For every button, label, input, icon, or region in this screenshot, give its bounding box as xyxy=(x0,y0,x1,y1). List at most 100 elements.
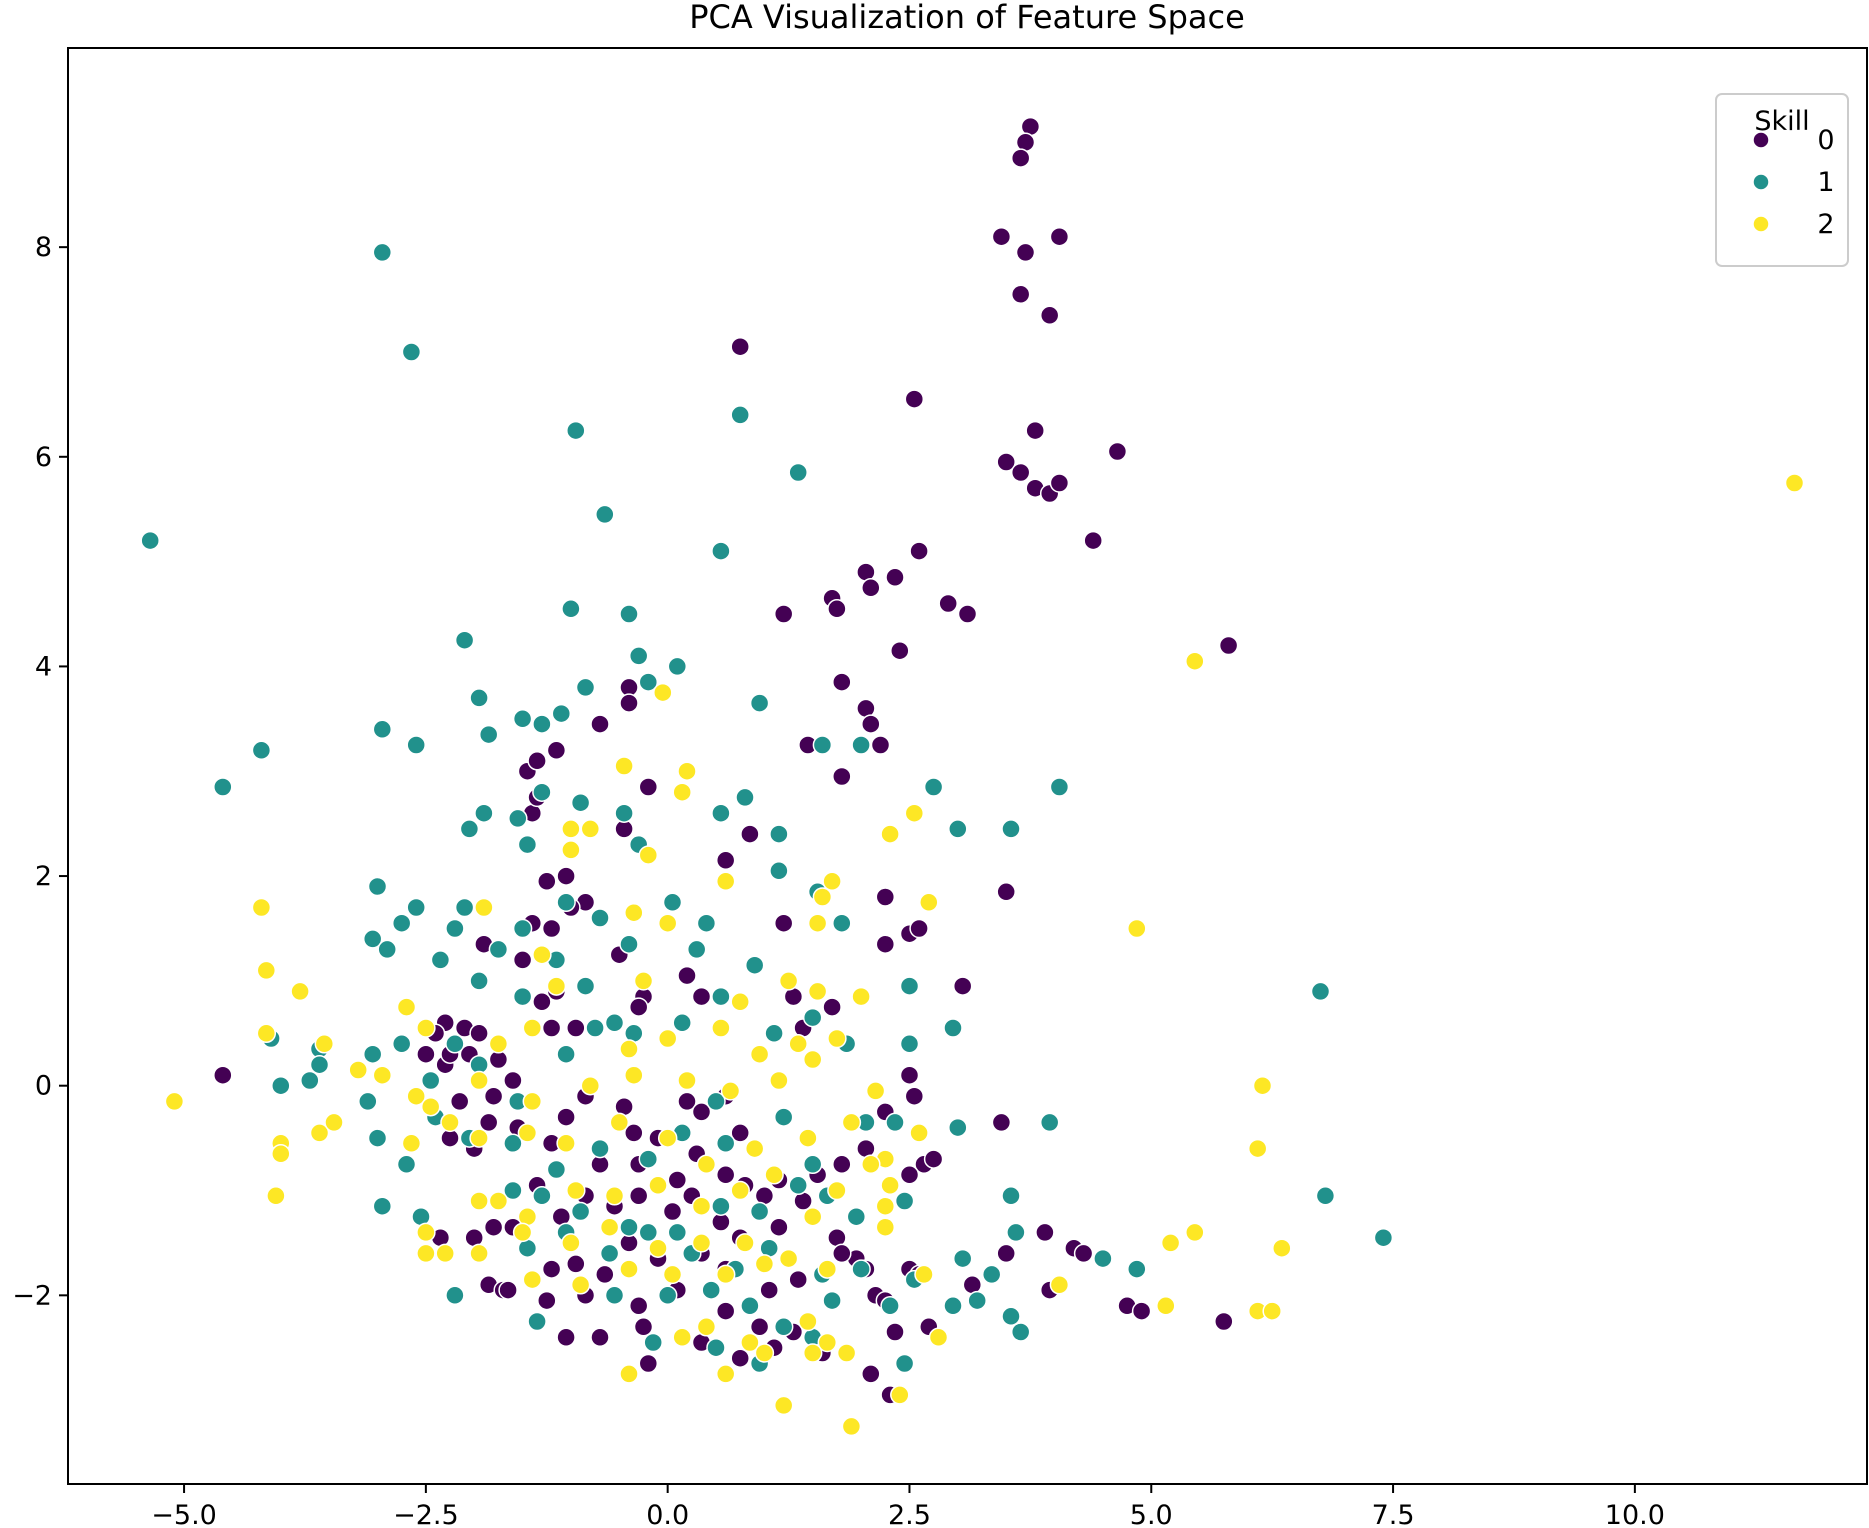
scatter-point-skill-2 xyxy=(309,1123,330,1143)
scatter-point-skill-2 xyxy=(914,1264,934,1285)
scatter-point-skill-1 xyxy=(619,1217,639,1237)
chart-title: PCA Visualization of Feature Space xyxy=(689,0,1245,36)
scatter-point-skill-1 xyxy=(1310,981,1331,1002)
scatter-point-skill-0 xyxy=(546,740,567,761)
x-tick-label: 5.0 xyxy=(1130,1500,1173,1528)
scatter-point-skill-1 xyxy=(512,986,533,1007)
scatter-point-skill-1 xyxy=(769,824,789,844)
scatter-point-skill-1 xyxy=(372,719,393,740)
scatter-point-skill-1 xyxy=(420,1070,441,1091)
scatter-point-skill-0 xyxy=(590,714,610,734)
x-tick-label: −2.5 xyxy=(393,1500,459,1528)
scatter-point-skill-0 xyxy=(996,882,1016,902)
scatter-point-skill-2 xyxy=(696,1317,717,1337)
scatter-point-skill-0 xyxy=(759,1280,779,1300)
scatter-point-skill-1 xyxy=(885,1112,905,1133)
legend-marker-skill-1 xyxy=(1752,173,1770,191)
scatter-point-skill-1 xyxy=(454,897,475,918)
scatter-point-skill-1 xyxy=(532,1186,552,1206)
scatter-point-skill-1 xyxy=(469,971,489,991)
scatter-point-skill-1 xyxy=(362,1044,383,1064)
scatter-point-skill-2 xyxy=(715,871,736,892)
scatter-point-skill-2 xyxy=(488,1034,509,1054)
scatter-point-skill-0 xyxy=(832,672,852,692)
scatter-point-skill-2 xyxy=(919,892,939,913)
scatter-point-skill-2 xyxy=(619,1259,639,1279)
scatter-point-skill-1 xyxy=(672,1013,692,1033)
scatter-point-skill-1 xyxy=(512,709,533,729)
scatter-point-skill-2 xyxy=(522,1269,543,1290)
scatter-point-skill-0 xyxy=(628,1186,649,1206)
scatter-point-skill-1 xyxy=(696,913,717,933)
scatter-point-skill-2 xyxy=(807,981,828,1002)
scatter-point-skill-2 xyxy=(836,1343,857,1363)
scatter-point-skill-0 xyxy=(885,567,905,588)
scatter-point-skill-1 xyxy=(851,1259,871,1279)
scatter-point-skill-2 xyxy=(1262,1301,1282,1321)
scatter-point-skill-1 xyxy=(575,976,596,996)
scatter-point-skill-2 xyxy=(744,1138,765,1159)
scatter-point-skill-1 xyxy=(788,1175,808,1196)
scatter-point-skill-0 xyxy=(1010,462,1031,483)
scatter-point-skill-0 xyxy=(1218,635,1239,656)
scatter-point-skill-2 xyxy=(416,1243,436,1264)
scatter-point-skill-0 xyxy=(832,1154,852,1175)
scatter-point-skill-1 xyxy=(744,955,765,975)
scatter-point-skill-0 xyxy=(899,1165,920,1185)
scatter-point-skill-1 xyxy=(773,1107,794,1127)
scatter-point-skill-1 xyxy=(943,1018,963,1038)
scatter-point-skill-1 xyxy=(391,913,412,933)
scatter-point-skill-1 xyxy=(638,1222,659,1243)
scatter-point-skill-1 xyxy=(575,677,596,698)
scatter-point-skill-1 xyxy=(488,939,509,960)
scatter-point-skill-1 xyxy=(478,724,499,745)
scatter-point-skill-1 xyxy=(1039,1112,1060,1133)
scatter-point-skill-1 xyxy=(1315,1186,1336,1206)
scatter-point-skill-2 xyxy=(662,1264,683,1285)
scatter-point-skill-1 xyxy=(788,462,808,483)
scatter-point-skill-2 xyxy=(653,682,673,703)
scatter-point-skill-2 xyxy=(532,944,552,965)
scatter-point-skill-0 xyxy=(827,599,847,619)
scatter-point-skill-1 xyxy=(773,1317,794,1337)
scatter-point-skill-0 xyxy=(938,593,958,614)
scatter-point-skill-2 xyxy=(904,803,925,823)
scatter-point-skill-2 xyxy=(624,902,644,923)
scatter-point-skill-1 xyxy=(358,1091,378,1112)
scatter-point-skill-1 xyxy=(981,1264,1002,1285)
scatter-point-skill-1 xyxy=(474,803,494,823)
scatter-point-skill-0 xyxy=(1131,1301,1152,1321)
scatter-point-skill-2 xyxy=(522,1018,543,1038)
scatter-point-skill-2 xyxy=(256,1023,277,1044)
scatter-point-skill-2 xyxy=(517,1123,538,1143)
scatter-point-skill-0 xyxy=(478,1112,499,1133)
scatter-point-skill-1 xyxy=(546,1159,567,1180)
scatter-point-skill-1 xyxy=(730,405,750,425)
scatter-point-skill-2 xyxy=(851,986,871,1007)
scatter-point-skill-2 xyxy=(657,1128,678,1148)
scatter-point-skill-2 xyxy=(769,1070,789,1091)
scatter-point-skill-2 xyxy=(672,1327,692,1348)
scatter-point-skill-2 xyxy=(691,1233,712,1253)
scatter-point-skill-0 xyxy=(213,1065,233,1085)
scatter-point-skill-0 xyxy=(541,918,562,939)
scatter-point-skill-0 xyxy=(1015,242,1036,263)
scatter-point-skill-0 xyxy=(899,1065,920,1085)
scatter-point-skill-2 xyxy=(696,1154,717,1175)
y-tick-label: 4 xyxy=(35,651,52,682)
scatter-point-skill-0 xyxy=(556,866,576,886)
scatter-point-skill-2 xyxy=(416,1222,436,1243)
scatter-point-skill-1 xyxy=(372,242,393,263)
scatter-point-skill-1 xyxy=(802,1154,823,1175)
scatter-point-skill-2 xyxy=(348,1060,368,1080)
scatter-point-skill-1 xyxy=(396,1154,417,1175)
scatter-point-skill-0 xyxy=(1214,1311,1234,1332)
scatter-point-skill-2 xyxy=(396,997,417,1017)
scatter-point-skill-2 xyxy=(1160,1233,1181,1253)
scatter-point-skill-2 xyxy=(749,1044,770,1064)
scatter-point-skill-1 xyxy=(362,929,383,949)
scatter-point-skill-2 xyxy=(735,1233,755,1253)
scatter-point-skill-2 xyxy=(880,824,900,844)
scatter-point-skill-2 xyxy=(677,761,697,781)
y-tick-label: 6 xyxy=(35,442,52,473)
